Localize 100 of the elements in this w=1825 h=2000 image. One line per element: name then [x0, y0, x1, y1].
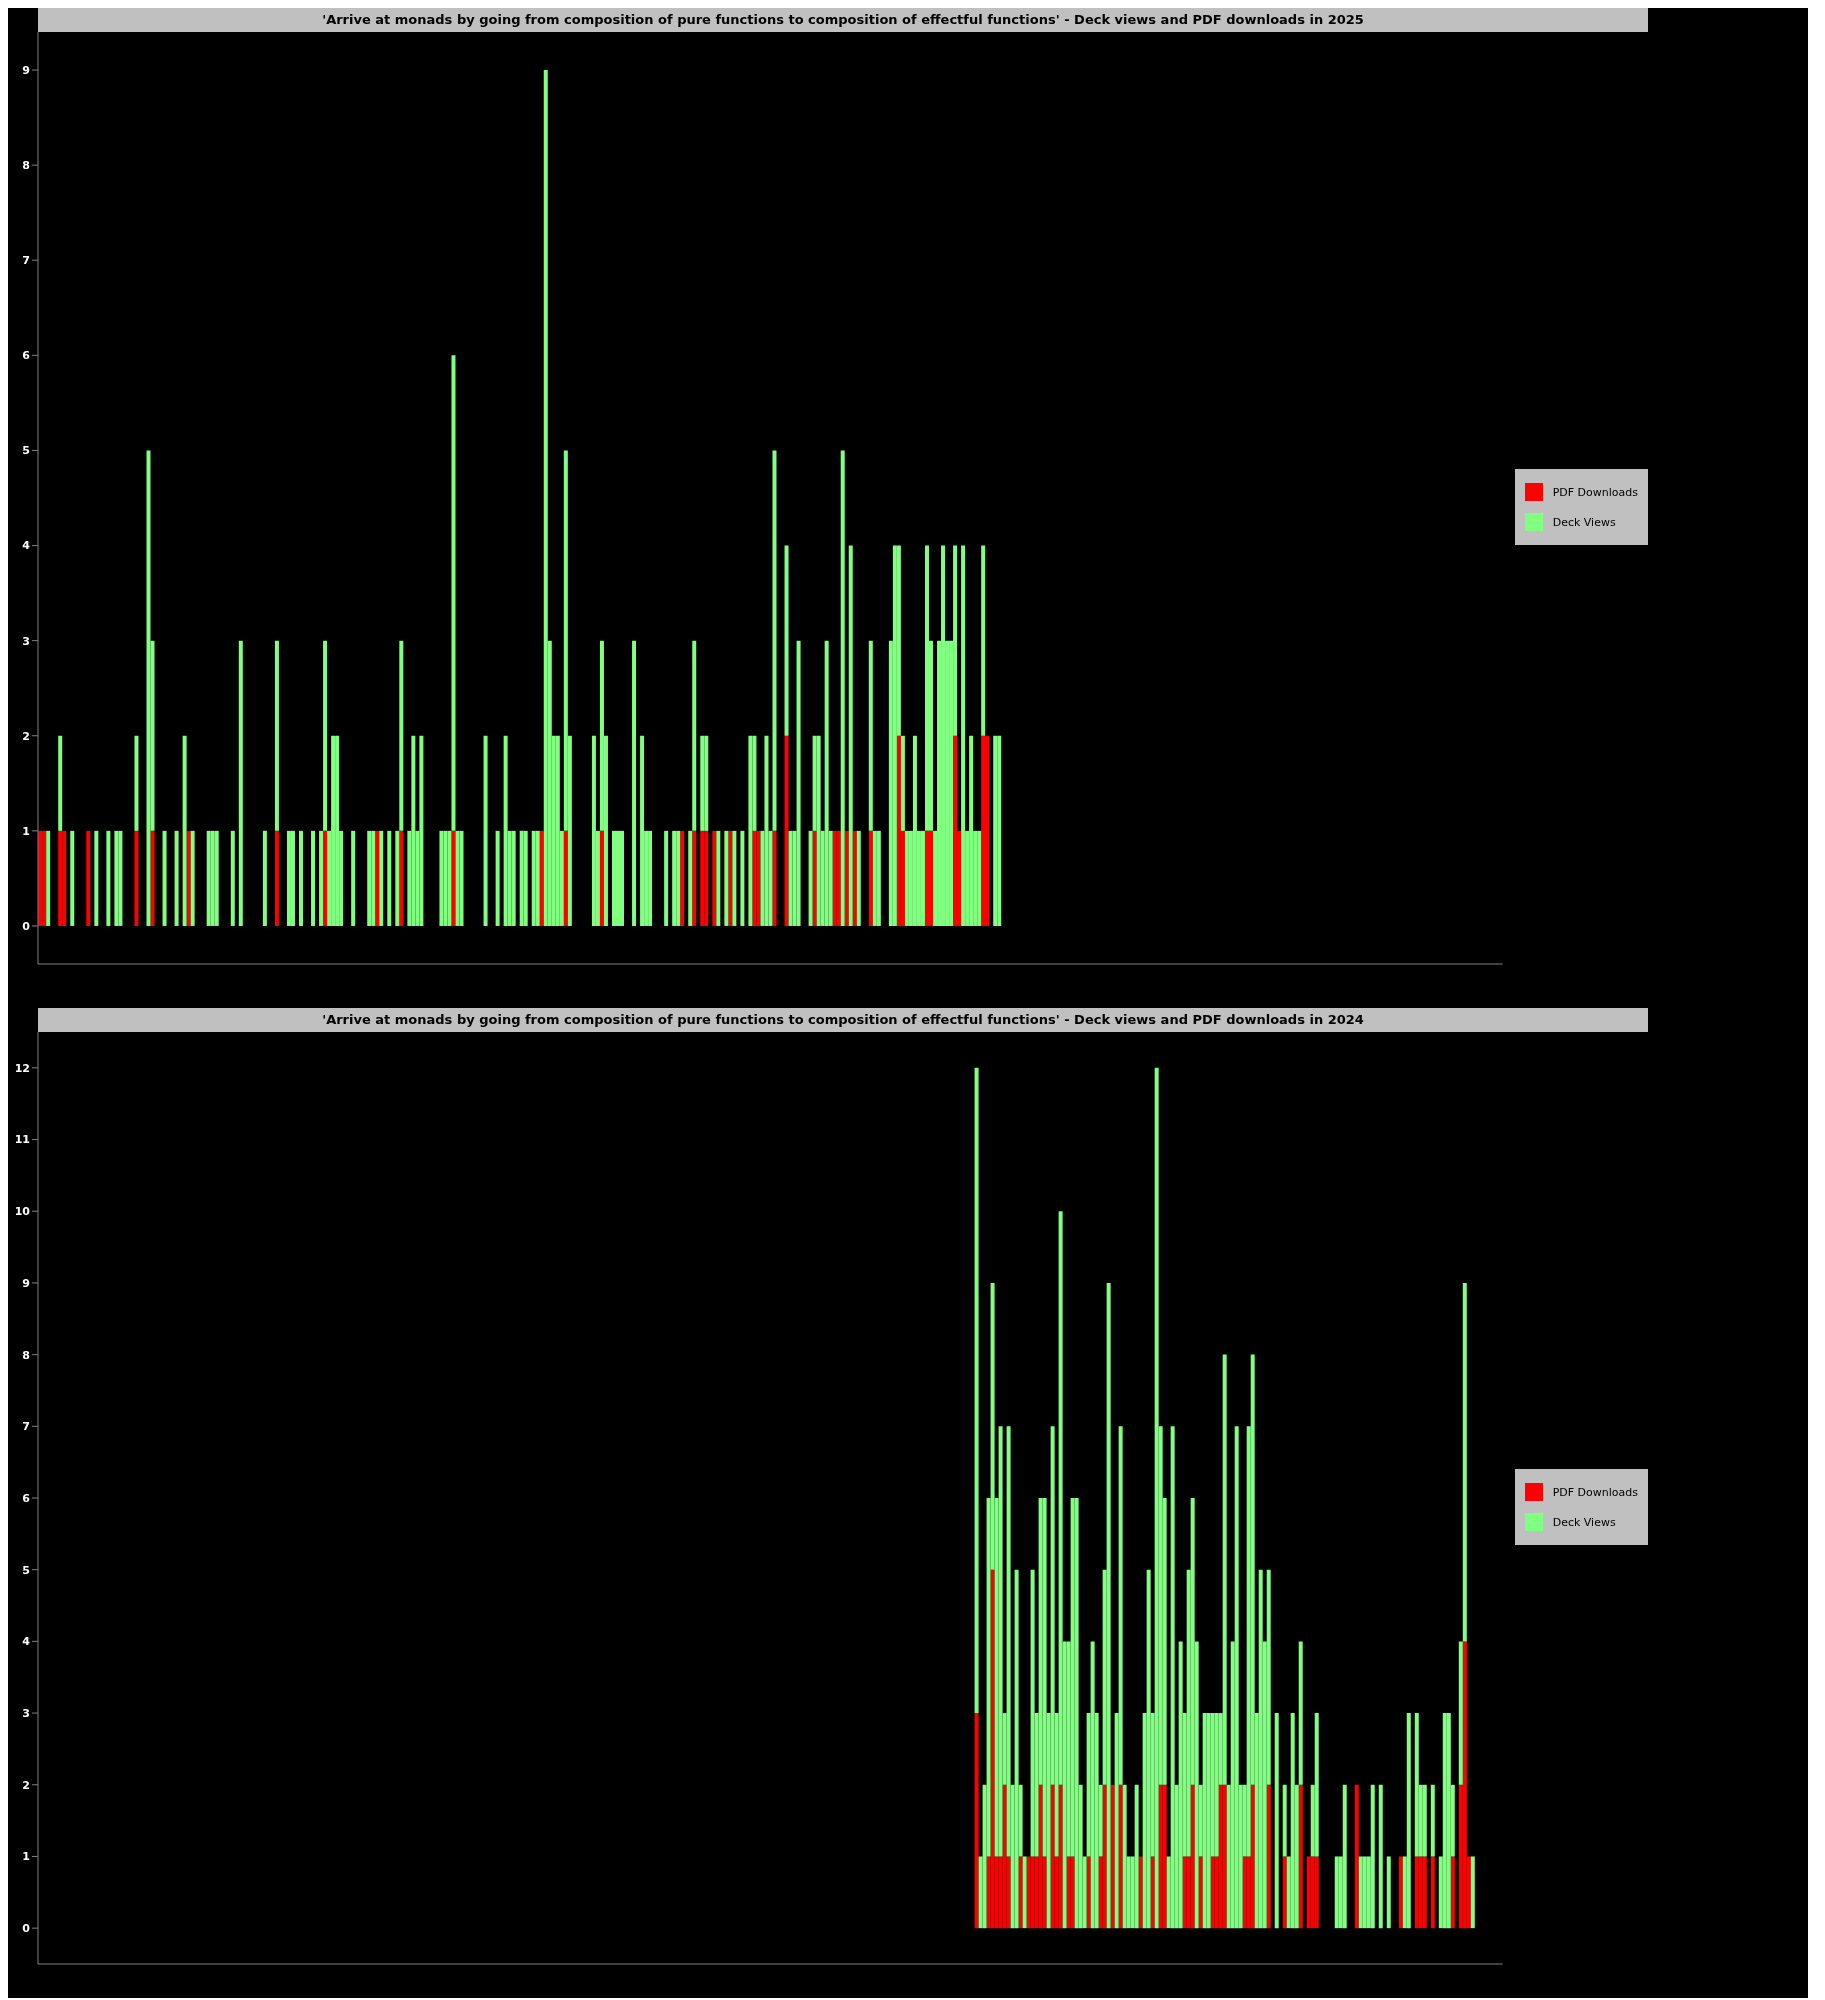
- bar: [134, 830, 139, 926]
- bar: [62, 830, 67, 926]
- bar: [1242, 1856, 1247, 1929]
- bar: [985, 735, 990, 926]
- bar: [816, 735, 821, 926]
- bar: [974, 1713, 979, 1929]
- bar: [784, 735, 789, 926]
- bar: [1118, 1784, 1123, 1929]
- bar: [375, 830, 380, 926]
- bar: [812, 830, 817, 926]
- bar: [672, 830, 677, 926]
- chart-title: 'Arrive at monads by going from composition of pure functions to composition of effectful functions' - Deck views and PDF downloads in 2024: [38, 1008, 1648, 1032]
- bar: [1026, 1856, 1031, 1929]
- y-tick-label: 10: [14, 1205, 31, 1219]
- bar: [190, 830, 195, 926]
- y-tick-label: 12: [14, 1061, 30, 1075]
- bar: [1430, 1784, 1435, 1857]
- bar: [531, 830, 536, 926]
- bar: [1222, 1354, 1227, 1785]
- bar: [511, 830, 516, 926]
- bar: [852, 830, 857, 926]
- bar: [447, 830, 452, 926]
- bar: [1314, 1713, 1319, 1857]
- bar: [856, 830, 861, 926]
- bar: [1154, 1067, 1159, 1929]
- bar: [1122, 1784, 1127, 1929]
- bar: [1090, 1641, 1095, 1929]
- bar: [740, 830, 745, 926]
- bar: [1222, 1784, 1227, 1929]
- bar: [748, 735, 753, 926]
- bar: [94, 830, 99, 926]
- bar: [1266, 1784, 1271, 1929]
- bar: [539, 830, 544, 926]
- bar: [704, 830, 709, 926]
- bar: [1158, 1784, 1163, 1929]
- bar: [1214, 1713, 1219, 1857]
- bar: [459, 830, 464, 926]
- bar: [756, 830, 761, 926]
- bar: [704, 735, 709, 831]
- y-tick-label: 2: [22, 729, 30, 743]
- y-tick-label: 11: [14, 1133, 30, 1147]
- bar: [876, 830, 881, 926]
- y-tick-label: 0: [22, 1922, 31, 1936]
- bar: [844, 830, 849, 926]
- bar: [1298, 1641, 1303, 1785]
- bar: [274, 830, 279, 926]
- bar: [1306, 1856, 1311, 1929]
- bar: [648, 830, 653, 926]
- bar: [238, 640, 243, 926]
- bar: [134, 735, 139, 831]
- bar: [1102, 1784, 1107, 1929]
- bar: [724, 830, 729, 926]
- bar: [1398, 1856, 1403, 1929]
- bar: [928, 830, 933, 926]
- bar: [523, 830, 528, 926]
- bar: [981, 545, 986, 736]
- bar: [728, 830, 733, 926]
- legend-label: Deck Views: [1552, 1515, 1616, 1529]
- y-tick-label: 4: [22, 1635, 31, 1649]
- y-tick-label: 6: [22, 349, 31, 363]
- bar: [640, 735, 645, 926]
- bar: [1462, 1641, 1467, 1929]
- bar: [1450, 1856, 1455, 1929]
- bar: [808, 830, 813, 926]
- bar: [872, 830, 877, 926]
- bar: [1282, 1856, 1287, 1929]
- bar: [1030, 1856, 1035, 1929]
- bar: [1106, 1282, 1111, 1929]
- bar: [70, 830, 75, 926]
- bar: [1310, 1856, 1315, 1929]
- bar: [483, 735, 488, 926]
- y-tick-label: 2: [22, 1778, 30, 1792]
- bar: [1258, 1569, 1263, 1929]
- y-tick-label: 9: [22, 1276, 30, 1290]
- bar: [86, 830, 91, 926]
- bar: [1198, 1856, 1203, 1929]
- bar: [692, 640, 697, 831]
- bar: [764, 735, 769, 926]
- bar: [1182, 1856, 1187, 1929]
- bar: [1162, 1784, 1167, 1929]
- bar: [290, 830, 295, 926]
- bar: [58, 830, 63, 926]
- bar: [788, 830, 793, 926]
- bar: [1066, 1856, 1071, 1929]
- y-tick-label: 1: [22, 1850, 30, 1864]
- bar: [451, 830, 456, 926]
- bar: [399, 640, 404, 831]
- bar: [230, 830, 235, 926]
- bar: [387, 830, 392, 926]
- y-tick-label: 7: [22, 1420, 30, 1434]
- y-tick-label: 8: [22, 1348, 30, 1362]
- bar: [331, 735, 336, 926]
- bar: [772, 450, 777, 831]
- bar: [716, 830, 721, 926]
- bar: [1354, 1784, 1359, 1929]
- bar: [941, 545, 946, 926]
- bar: [1470, 1856, 1475, 1929]
- bar: [206, 830, 211, 926]
- bar: [439, 830, 444, 926]
- bar: [1218, 1784, 1223, 1929]
